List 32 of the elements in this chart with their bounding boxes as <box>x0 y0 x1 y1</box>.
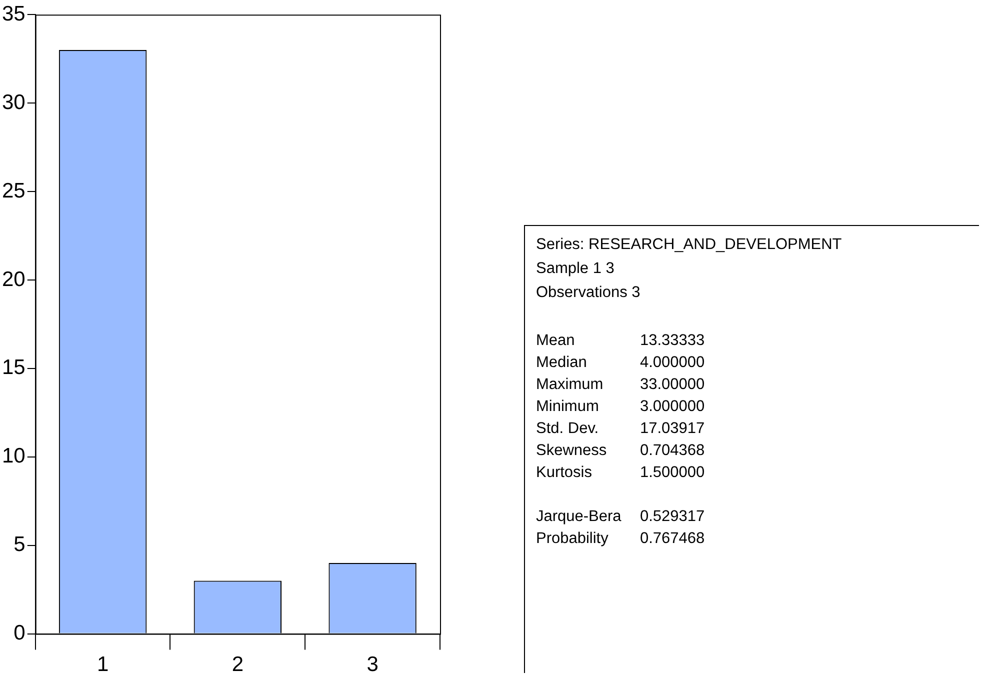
y-tick-label: 30 <box>2 90 26 114</box>
y-tick-label: 25 <box>2 179 26 202</box>
text: Minimum <box>536 397 600 417</box>
text: Series: RESEARCH_AND_DEVELOPMENT <box>536 235 843 255</box>
text: Std. Dev. <box>536 419 600 439</box>
text: Median <box>536 353 588 373</box>
text: 0.529317 <box>640 507 705 527</box>
text: 13.33333 <box>640 331 705 351</box>
text: Observations 3 <box>536 283 642 303</box>
text: 4.000000 <box>640 353 705 373</box>
text: Probability <box>536 529 610 549</box>
text: Mean <box>536 331 576 351</box>
y-tick-label: 0 <box>14 622 26 645</box>
text: Sample 1 3 <box>536 259 616 279</box>
text: 1.500000 <box>640 463 705 483</box>
x-tick-label: 2 <box>232 653 244 676</box>
y-tick-label: 35 <box>2 2 26 26</box>
x-tick-label: 1 <box>96 653 109 676</box>
x-tick-label: 3 <box>366 653 378 676</box>
y-tick-label: 20 <box>2 268 26 291</box>
text: 3.000000 <box>640 397 705 417</box>
text: 17.03917 <box>640 419 705 439</box>
text: Jarque-Bera <box>536 507 622 527</box>
text: Skewness <box>536 441 608 461</box>
text: Maximum <box>536 375 604 395</box>
y-tick-label: 5 <box>14 533 26 556</box>
text: 33.00000 <box>640 375 705 395</box>
y-tick-label: 10 <box>2 444 26 468</box>
y-tick-label: 15 <box>2 356 26 380</box>
text: Kurtosis <box>536 463 593 483</box>
text: 0.767468 <box>640 529 705 549</box>
text: 0.704368 <box>640 441 705 461</box>
